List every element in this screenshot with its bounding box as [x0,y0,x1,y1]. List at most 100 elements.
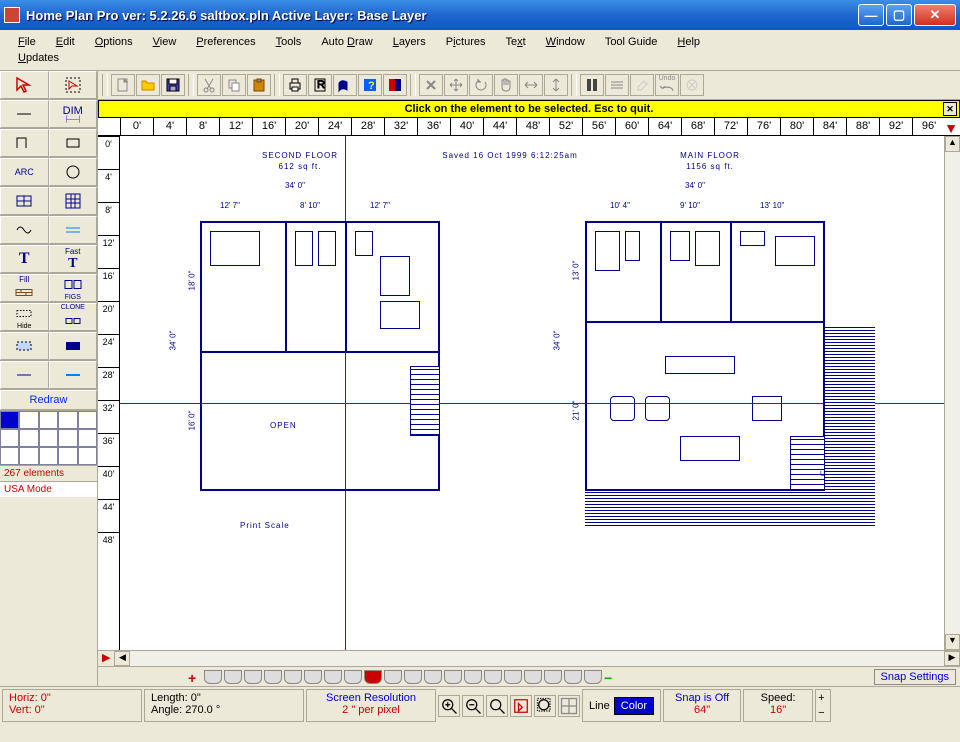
tool-text[interactable]: T [0,245,49,273]
menu-options[interactable]: Options [85,34,143,50]
tb-hflip[interactable] [519,74,543,96]
color-swatch[interactable] [0,429,19,447]
layer-tab[interactable] [344,670,362,684]
tb-distribute[interactable] [605,74,629,96]
tool-fill[interactable]: Fill [0,274,49,302]
menu-edit[interactable]: Edit [46,34,85,50]
menu-preferences[interactable]: Preferences [186,34,265,50]
tb-close[interactable] [419,74,443,96]
tb-move[interactable] [444,74,468,96]
layer-tab[interactable] [304,670,322,684]
close-button[interactable]: ✕ [914,4,956,26]
menu-file[interactable]: File [8,34,46,50]
tool-fast-text[interactable]: FastT [49,245,98,273]
horizontal-scrollbar[interactable]: ▶ ◀ ▶ [98,650,960,666]
layer-remove[interactable]: − [604,670,618,684]
layer-tab[interactable] [564,670,582,684]
layer-tab[interactable] [464,670,482,684]
zoom-fit[interactable] [486,695,508,717]
menu-help[interactable]: Help [667,34,710,50]
color-swatch[interactable] [58,447,77,465]
color-swatch[interactable] [58,429,77,447]
tool-grid[interactable] [49,187,98,215]
color-swatch[interactable] [0,411,19,429]
color-swatch[interactable] [39,411,58,429]
layer-tab[interactable] [444,670,462,684]
tb-align[interactable] [580,74,604,96]
tool-clone[interactable]: CLONE [49,303,98,331]
color-swatch[interactable] [0,447,19,465]
tb-exit[interactable] [383,74,407,96]
layer-tab[interactable] [204,670,222,684]
tb-view[interactable] [333,74,357,96]
maximize-button[interactable]: ▢ [886,4,912,26]
zoom-in[interactable] [438,695,460,717]
tool-wave[interactable] [0,216,49,244]
menu-window[interactable]: Window [536,34,595,50]
tb-help[interactable]: ? [358,74,382,96]
tool-window[interactable] [0,187,49,215]
color-swatch[interactable] [19,429,38,447]
layer-tab[interactable] [584,670,602,684]
snap-panel[interactable]: Snap is Off 64" [663,689,741,722]
layer-tab[interactable] [524,670,542,684]
layer-tab-active[interactable] [364,670,382,684]
tb-copy[interactable] [222,74,246,96]
tool-figs[interactable]: FIGS [49,274,98,302]
menu-toolguide[interactable]: Tool Guide [595,34,668,50]
layer-tab[interactable] [264,670,282,684]
tb-undo[interactable]: Undo [655,74,679,96]
layer-tab[interactable] [504,670,522,684]
tb-print[interactable] [283,74,307,96]
color-swatch[interactable] [78,411,97,429]
scroll-right[interactable]: ▶ [944,651,960,666]
drawing-canvas[interactable]: Saved 16 Oct 1999 6:12:25am SECOND FLOOR… [120,136,944,650]
zoom-extents[interactable] [534,695,556,717]
snap-settings-button[interactable]: Snap Settings [874,669,957,685]
tool-dim[interactable]: DIM├──┤ [49,100,98,128]
tb-redo[interactable] [680,74,704,96]
tool-arrow[interactable] [0,71,49,99]
tb-new[interactable] [111,74,135,96]
tool-select-rect[interactable] [49,71,98,99]
menu-pictures[interactable]: Pictures [436,34,496,50]
vertical-scrollbar[interactable]: ▲ ▼ [944,136,960,650]
color-swatch[interactable] [39,429,58,447]
tb-save[interactable] [161,74,185,96]
tb-cut[interactable] [197,74,221,96]
tb-open[interactable] [136,74,160,96]
layer-tab[interactable] [384,670,402,684]
scroll-down[interactable]: ▼ [945,634,960,650]
scroll-left[interactable]: ◀ [114,651,130,666]
layer-tab[interactable] [224,670,242,684]
color-swatch[interactable] [19,411,38,429]
tool-circle[interactable] [49,158,98,186]
tb-preview[interactable]: R [308,74,332,96]
tool-polyline[interactable] [0,129,49,157]
tool-hide[interactable]: Hide [0,303,49,331]
menu-updates[interactable]: Updates [8,50,952,66]
scroll-up[interactable]: ▲ [945,136,960,152]
tool-hline-blue[interactable] [0,361,49,389]
tb-rotate[interactable] [469,74,493,96]
tb-erase[interactable] [630,74,654,96]
menu-autodraw[interactable]: Auto Draw [311,34,382,50]
tool-dashrect[interactable] [0,332,49,360]
zoom-all[interactable] [558,695,580,717]
redraw-button[interactable]: Redraw [0,390,97,410]
color-swatch[interactable] [39,447,58,465]
layer-tab[interactable] [284,670,302,684]
layer-tab[interactable] [424,670,442,684]
color-swatch[interactable] [78,447,97,465]
zoom-window[interactable] [510,695,532,717]
layer-tab[interactable] [324,670,342,684]
tb-hand[interactable] [494,74,518,96]
color-swatch[interactable] [78,429,97,447]
tool-solidfill[interactable] [49,332,98,360]
layer-tab[interactable] [244,670,262,684]
banner-close[interactable]: ✕ [943,102,957,116]
menu-view[interactable]: View [143,34,187,50]
menu-text[interactable]: Text [495,34,535,50]
layer-tab[interactable] [484,670,502,684]
tb-vflip[interactable] [544,74,568,96]
